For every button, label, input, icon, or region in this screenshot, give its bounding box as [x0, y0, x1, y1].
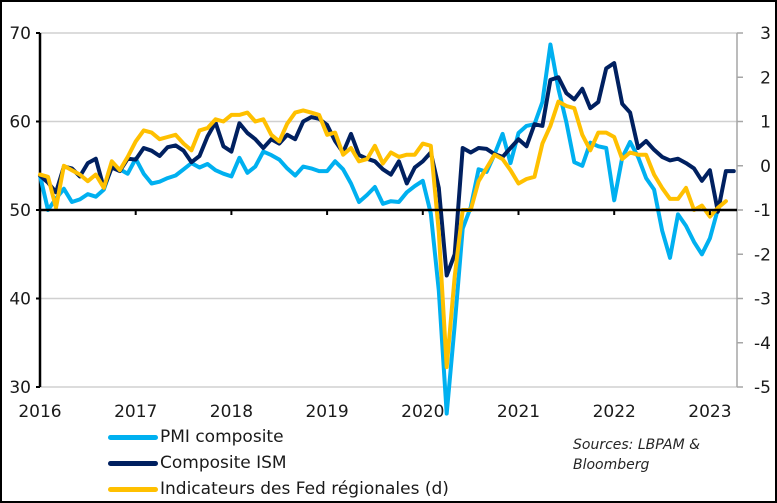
series-line-indicateurs-des-fed-r-gionales-d [38, 99, 728, 370]
source-line-2: Bloomberg [573, 457, 650, 473]
legend-swatch-pmi [108, 434, 158, 440]
tick-labels: 30 40 50 60 70 -5 -4 -3 -2 -1 0 1 2 3 2016 2017 2018 2019… [9, 24, 771, 422]
y-tick-label-left: 30 [9, 378, 31, 398]
legend-item-fed: Indicateurs des Fed régionales (d) [108, 476, 449, 502]
y-tick-label-right: -2 [754, 245, 771, 265]
series-line-composite-ism [38, 61, 736, 278]
x-tick-label: 2016 [18, 402, 61, 422]
y-tick-label-right: -3 [754, 290, 771, 310]
x-tick-label: 2017 [114, 402, 157, 422]
series-line-pmi-composite [38, 42, 720, 416]
source-note: Sources: LBPAM & Bloomberg [573, 435, 723, 475]
x-tick-label: 2023 [688, 402, 731, 422]
gridlines [40, 32, 737, 388]
y-tick-label-right: 0 [760, 157, 771, 177]
y-tick-label-right: 1 [760, 113, 771, 133]
legend-item-ism: Composite ISM [108, 450, 449, 476]
legend-label-fed: Indicateurs des Fed régionales (d) [160, 479, 449, 499]
x-tick-label: 2019 [305, 402, 348, 422]
y-tick-label-right: -1 [754, 201, 771, 221]
y-tick-label-right: -5 [754, 378, 771, 398]
legend-swatch-ism [108, 460, 158, 466]
x-tick-label: 2022 [593, 402, 636, 422]
series-lines [38, 42, 737, 416]
y-tick-label-right: 2 [760, 68, 771, 88]
y-tick-label-right: 3 [760, 24, 771, 44]
legend: PMI composite Composite ISM Indicateurs … [108, 424, 449, 502]
source-line-1: Sources: LBPAM & [573, 437, 701, 453]
y-tick-label-left: 70 [9, 24, 31, 44]
legend-swatch-fed [108, 486, 158, 492]
x-tick-label: 2021 [497, 402, 540, 422]
y-tick-label-left: 40 [9, 290, 31, 310]
legend-item-pmi: PMI composite [108, 424, 449, 450]
y-tick-label-left: 60 [9, 113, 31, 133]
x-tick-label: 2018 [210, 402, 253, 422]
y-tick-label-right: -4 [754, 334, 771, 354]
y-tick-label-left: 50 [9, 201, 31, 221]
x-tick-label: 2020 [401, 402, 444, 422]
legend-label-pmi: PMI composite [160, 427, 284, 447]
legend-label-ism: Composite ISM [160, 453, 287, 473]
